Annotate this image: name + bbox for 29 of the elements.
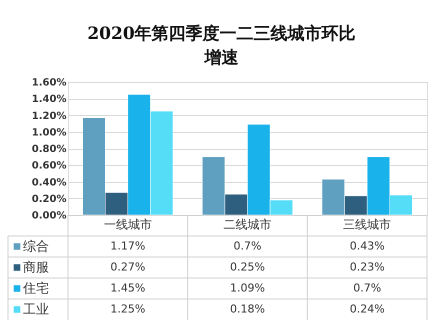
text: 0.23% (350, 260, 385, 274)
x-tick-label: 一线城市 (104, 218, 152, 232)
text: 0.43% (350, 240, 385, 252)
y-tick-label: 0.80% (32, 144, 66, 155)
y-tick-label: 1.60% (32, 78, 66, 88)
y-tick-label: 0.00% (32, 210, 66, 222)
y-tick-label: 1.00% (32, 127, 66, 138)
y-tick-label: 0.40% (32, 177, 66, 188)
text: 0.25% (230, 260, 265, 274)
x-tick-label: 二线城市 (224, 218, 272, 232)
text: 0.27% (110, 260, 146, 274)
text: 1.17% (110, 240, 146, 252)
text: 1.45% (110, 282, 146, 294)
text: 1.25% (110, 302, 146, 316)
text: 0.24% (350, 302, 385, 316)
legend-label: 住宅 (22, 280, 49, 296)
y-tick-label: 1.20% (32, 110, 66, 122)
legend-label: 商服 (23, 260, 49, 276)
y-tick-label: 0.60% (32, 160, 66, 172)
y-tick-label: 0.20% (32, 194, 66, 205)
text: 1.09% (230, 282, 265, 294)
text: 0.7% (353, 282, 382, 294)
legend-label: 工业 (23, 302, 49, 318)
x-tick-label: 三线城市 (343, 218, 392, 232)
chart-title: 2020年第四季度一二三线城市环比增速 (87, 24, 356, 68)
legend-label: 综合 (23, 240, 49, 254)
text: 0.18% (230, 302, 265, 316)
text: 0.7% (234, 240, 262, 252)
y-tick-label: 1.40% (32, 94, 66, 106)
